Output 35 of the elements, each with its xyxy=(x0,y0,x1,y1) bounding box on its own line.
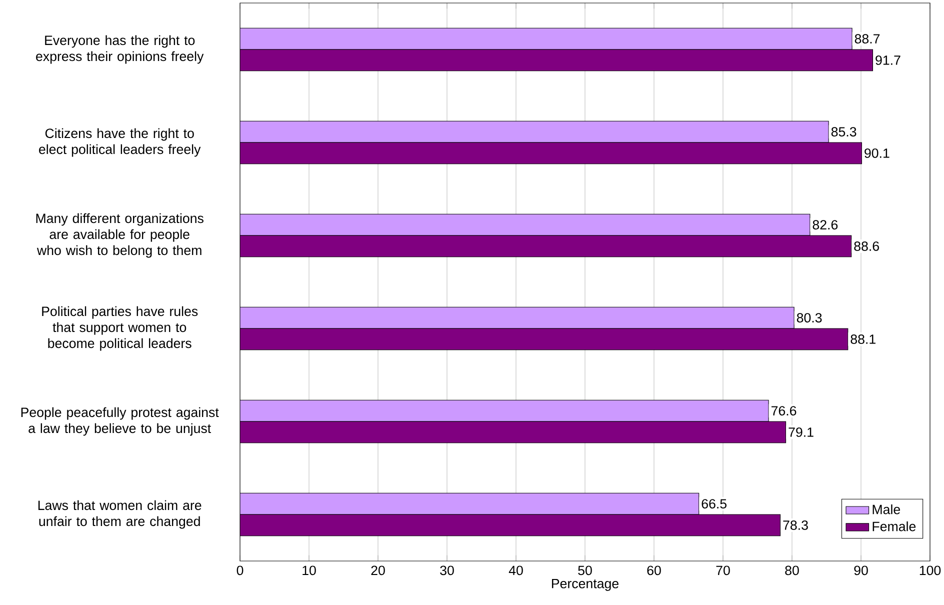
data-label: 85.3 xyxy=(831,127,856,137)
data-label: 88.1 xyxy=(850,334,876,344)
legend-label: Female xyxy=(872,521,916,532)
data-label: 90.1 xyxy=(864,148,890,158)
y-tick-label: Laws that women claim are unfair to them are changed xyxy=(38,500,202,529)
data-label: 88.6 xyxy=(854,241,879,251)
x-tick-label: 30 xyxy=(440,566,454,576)
x-axis-title: Percentage xyxy=(552,578,618,591)
data-label: 79.1 xyxy=(788,427,814,437)
x-tick-label: 10 xyxy=(302,566,316,576)
x-tick-label: 20 xyxy=(371,566,385,576)
bar xyxy=(240,306,794,329)
y-tick-label: Political parties have rules that support women to become political leaders xyxy=(42,306,198,351)
bar xyxy=(240,120,829,143)
data-label: 80.3 xyxy=(796,313,822,323)
x-tick-label: 40 xyxy=(508,566,523,576)
x-tick-label: 100 xyxy=(920,566,941,576)
x-tick-label: 0 xyxy=(236,566,244,576)
data-label: 91.7 xyxy=(876,55,900,65)
y-tick-label: People peacefully protest against a law they believe to be unjust xyxy=(21,407,219,436)
data-label: 78.3 xyxy=(783,520,808,530)
x-tick-label: 70 xyxy=(716,566,730,576)
x-tick-label: 50 xyxy=(578,566,592,576)
data-label: 88.7 xyxy=(854,34,880,44)
x-tick-label: 60 xyxy=(647,566,661,576)
x-tick-label: 90 xyxy=(854,566,868,576)
data-label: 66.5 xyxy=(702,499,727,509)
data-label: 76.6 xyxy=(772,406,796,416)
y-tick-label: Everyone has the right to express their opinions freely xyxy=(36,35,204,64)
y-tick-label: Many different organizations are available for people who wish to belong to them xyxy=(36,213,204,258)
y-tick-label: Citizens have the right to elect political leaders freely xyxy=(39,128,201,157)
data-label: 82.6 xyxy=(812,220,838,230)
bar xyxy=(240,214,810,236)
x-tick-label: 80 xyxy=(785,566,799,576)
legend-label: Male xyxy=(872,504,900,514)
